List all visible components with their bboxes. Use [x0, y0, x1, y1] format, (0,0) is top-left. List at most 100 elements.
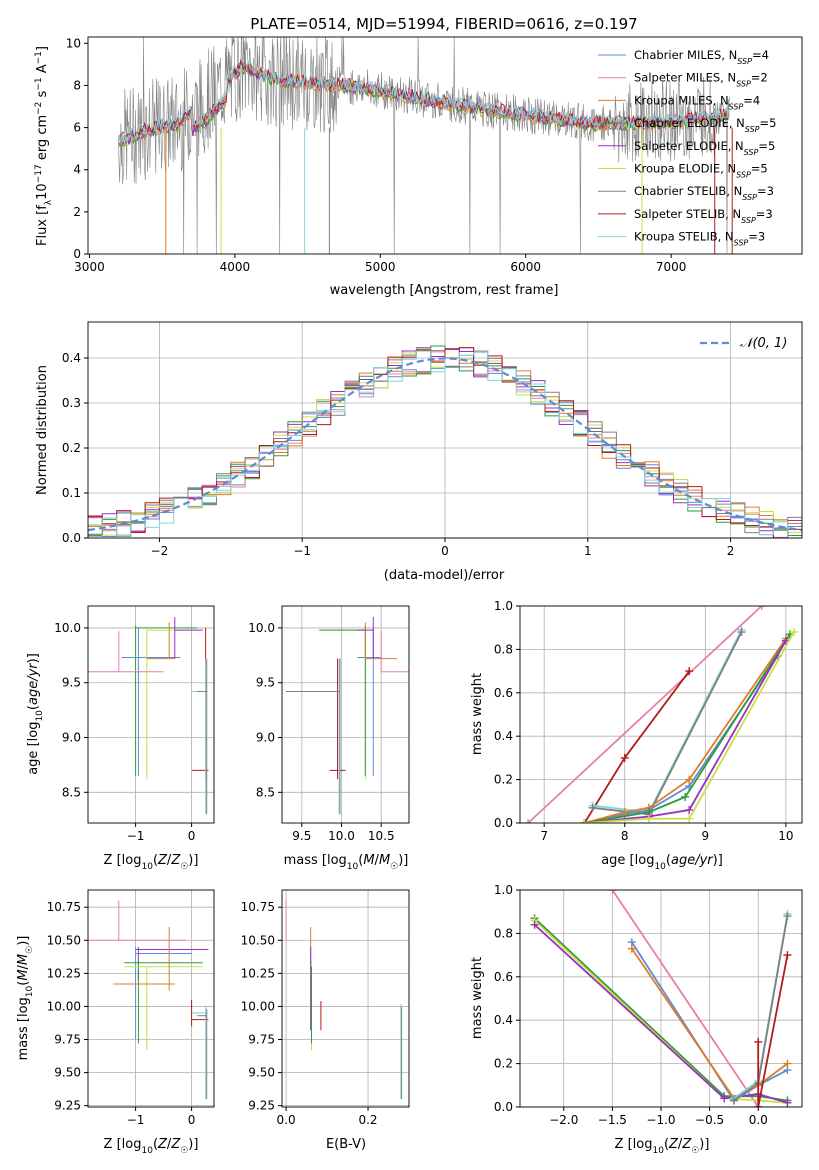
y-tick-label: 9.50: [54, 1066, 81, 1080]
x-tick-label: 9: [701, 829, 709, 843]
data-point-marker: [783, 1059, 792, 1068]
data-point-marker: [685, 814, 694, 823]
legend-text-part: SSP: [737, 57, 752, 66]
x-tick-label: 0: [188, 1113, 196, 1127]
legend-text-part: =3: [748, 230, 765, 244]
data-point-marker: [608, 890, 617, 894]
label-part: Z: [170, 1137, 181, 1152]
legend-entry: Chabrier STELIB, NSSP=3: [634, 184, 774, 202]
y-tick-label: 0.0: [62, 531, 81, 545]
label-part: /: [678, 1137, 683, 1152]
legend-text-part: Salpeter MILES, N: [634, 71, 736, 85]
y-tick-label: 0.0: [494, 816, 513, 830]
y-tick-label: 10.25: [47, 966, 81, 980]
label-part: /: [167, 853, 172, 868]
label-part: ☉: [390, 862, 398, 872]
label-part: /: [16, 964, 31, 969]
x-tick-label: 10.5: [368, 829, 395, 843]
legend-text-part: SSP: [736, 79, 751, 88]
label-part: )]: [26, 653, 41, 663]
y-tick-label: 0.2: [494, 773, 513, 787]
label-part: /: [167, 1137, 172, 1152]
data-point-marker: [685, 667, 694, 676]
label-part: −1: [34, 51, 44, 64]
y-tick-label: 8.5: [256, 785, 275, 799]
legend-text-part: =4: [743, 93, 760, 107]
x-tick-label: 4000: [220, 260, 251, 274]
y-axis-label: Flux [fλ10−17 erg cm−2 s−1 A−1]: [34, 46, 54, 246]
x-tick-label: 9.5: [292, 829, 311, 843]
legend-text-part: =5: [760, 116, 777, 130]
y-tick-label: 10: [66, 36, 81, 50]
label-part: ]: [35, 46, 50, 51]
legend-text-part: SSP: [742, 193, 757, 202]
y-tick-label: 9.75: [54, 1033, 81, 1047]
y-tick-label: 0.4: [62, 351, 81, 365]
legend-text-part: SSP: [741, 215, 756, 224]
label-part: 10: [35, 183, 50, 200]
x-tick-label: −1.5: [598, 1113, 627, 1127]
label-part: M: [379, 853, 390, 868]
y-tick-label: 10.0: [248, 621, 275, 635]
label-part: ☉: [180, 1146, 188, 1156]
legend-entry: Kroupa STELIB, NSSP=3: [634, 230, 765, 248]
x-tick-label: 0: [441, 544, 449, 558]
x-tick-label: −1: [293, 544, 311, 558]
x-axis-label: Z [log10(Z/Z☉)]: [615, 1137, 710, 1156]
plot-frame: [519, 605, 803, 824]
mass-vs-ebv-panel: 0.0 0.2 9.25 9.50 9.75 10.00 10.25 10.50 10.75 E(…: [241, 889, 410, 1152]
plot-area: [524, 606, 798, 823]
label-part: A: [35, 64, 50, 77]
y-tick-label: 9.0: [62, 731, 81, 745]
histogram-step-line: [88, 347, 802, 539]
residual-histogram-panel: 𝒩(0, 1) −2 −1 0 1 2 0.0 0.1 0.2 0.3 0.4 (data-model…: [35, 321, 803, 583]
y-axis-label: mass weight: [470, 673, 485, 755]
y-tick-label: 0.6: [494, 686, 513, 700]
mass-vs-metallicity-panel: −1 0 9.25 9.50 9.75 10.00 10.25 10.50 10.75 Z [lo…: [16, 889, 215, 1156]
x-tick-label: −2.0: [549, 1113, 578, 1127]
data-point-marker: [580, 819, 589, 823]
label-part: (: [358, 853, 363, 868]
y-tick-label: 9.25: [248, 1099, 275, 1113]
y-tick-label: 0.4: [494, 729, 513, 743]
legend-entry: Chabrier MILES, NSSP=4: [634, 48, 769, 66]
label-part: 10: [654, 862, 666, 872]
legend-text-part: Kroupa ELODIE, N: [634, 162, 736, 176]
x-tick-label: −1: [127, 829, 145, 843]
series-line: [584, 640, 787, 823]
label-part: Z: [668, 1137, 679, 1152]
data-point-marker: [524, 819, 533, 823]
data-point-marker: [754, 1037, 763, 1046]
y-tick-label: 0.3: [62, 396, 81, 410]
series-line: [584, 631, 795, 823]
label-part: /: [375, 853, 380, 868]
y-axis-label: Normed distribution: [35, 365, 50, 495]
legend-text-part: SSP: [736, 170, 751, 179]
label-part: Z [log: [104, 853, 142, 868]
data-point-marker: [789, 628, 798, 637]
label-part: Z [log: [615, 1137, 653, 1152]
label-part: M: [16, 954, 31, 965]
data-point-marker: [754, 1103, 763, 1107]
label-part: )]: [188, 853, 198, 868]
label-part: mass [log: [16, 997, 31, 1060]
x-axis-label: E(B-V): [326, 1137, 366, 1152]
y-tick-label: 10.00: [241, 999, 275, 1013]
x-tick-label: 1: [584, 544, 592, 558]
y-axis-label: mass weight: [470, 957, 485, 1039]
label-part: Flux [f: [35, 205, 50, 246]
x-axis-label: Z [log10(Z/Z☉)]: [104, 1137, 199, 1156]
data-point-marker: [685, 775, 694, 784]
x-tick-label: 3000: [74, 260, 105, 274]
label-part: erg cm: [35, 115, 50, 164]
legend-text-part: Kroupa STELIB, N: [634, 230, 734, 244]
y-tick-label: 9.0: [256, 731, 275, 745]
data-point-marker: [720, 1094, 729, 1103]
label-part: −1: [34, 77, 44, 90]
x-tick-label: 6000: [510, 260, 541, 274]
data-point-marker: [530, 920, 539, 929]
y-tick-label: 6: [73, 121, 81, 135]
label-part: 10: [141, 862, 153, 872]
